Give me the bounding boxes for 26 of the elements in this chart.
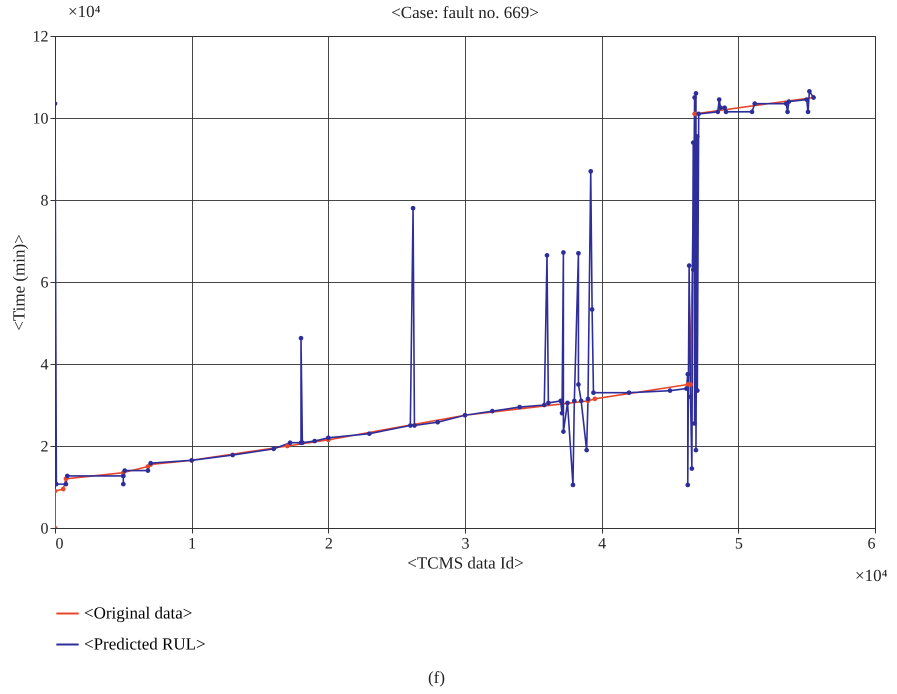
y-tick-label: 4 [40,356,48,374]
x-tick-label: 1 [188,536,196,552]
x-tick-label: 3 [462,536,470,552]
x-tick-label: 2 [324,536,333,552]
y-tick-label: 10 [32,110,48,128]
text: ×10⁴ [855,566,888,586]
point [60,486,66,492]
text: (f) [428,668,445,688]
chart-title: <Case: fault no. 669> [391,3,539,22]
text: ×10⁴ [68,2,101,22]
y-tick-label: 6 [40,274,48,292]
point [284,444,290,448]
y-tick-label: 0 [40,520,48,538]
y-tick-label: 8 [40,192,48,210]
legend-label: <Original data> [84,604,192,622]
x-tick-label: 0 [56,536,64,552]
y-tick-label: 12 [32,28,48,46]
x-tick-label: 4 [598,536,606,552]
point [592,396,598,402]
y-tick-label: 2 [40,438,48,456]
x-tick-label: 6 [868,536,876,552]
legend-label: <Predicted RUL> [84,634,206,654]
x-tick-label: 5 [734,536,743,552]
y-axis-title: <Time (min)> [10,234,28,331]
x-axis-title: <TCMS data Id> [407,554,524,572]
point [692,112,697,116]
